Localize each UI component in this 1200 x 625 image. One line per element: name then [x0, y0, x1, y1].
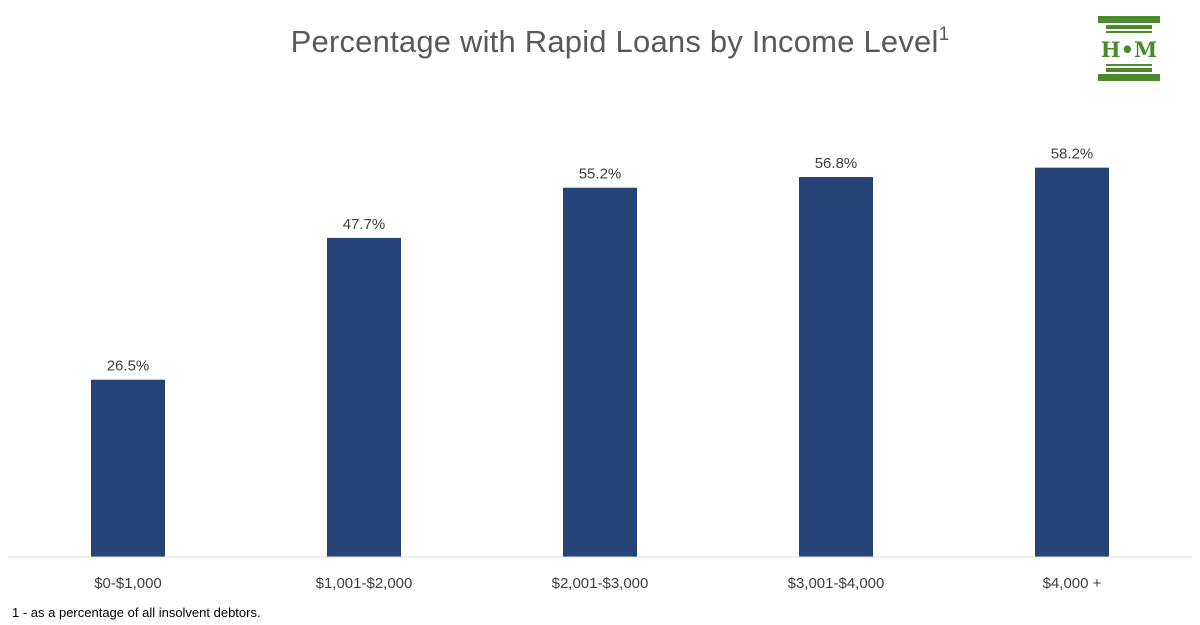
bar-4 [799, 177, 873, 557]
labels-layer: 26.5% $0-$1,000 47.7% $1,001-$2,000 55.2% $2,… [94, 146, 1101, 592]
x-tick-label-5: $4,000 + [1043, 575, 1102, 592]
data-label-1: 26.5% [107, 358, 150, 375]
x-tick-label-2: $1,001-$2,000 [316, 575, 413, 592]
logo-bottom-bar-1 [1106, 68, 1152, 72]
x-tick-label-4: $3,001-$4,000 [788, 575, 885, 592]
hm-logo: H•M [1098, 16, 1160, 81]
x-tick-label-3: $2,001-$3,000 [552, 575, 649, 592]
bars-layer [91, 167, 1109, 557]
bar-2 [327, 237, 401, 557]
data-label-3: 55.2% [579, 166, 622, 183]
chart-title: Percentage with Rapid Loans by Income Le… [0, 24, 1200, 60]
bar-1 [91, 379, 165, 557]
chart-title-superscript: 1 [938, 24, 950, 45]
data-label-4: 56.8% [815, 155, 858, 172]
data-label-5: 58.2% [1051, 146, 1094, 163]
chart-title-text: Percentage with Rapid Loans by Income Le… [290, 24, 939, 59]
logo-top-bar [1098, 16, 1160, 23]
logo-third-bar [1106, 31, 1152, 33]
bar-5 [1035, 167, 1109, 557]
logo-bottom-bar-2 [1098, 74, 1160, 81]
logo-lower-bar [1106, 64, 1152, 66]
bar-3 [563, 187, 637, 557]
x-tick-label-1: $0-$1,000 [94, 575, 162, 592]
logo-text: H•M [1101, 37, 1158, 62]
footnote: 1 - as a percentage of all insolvent deb… [12, 605, 261, 620]
logo-second-bar [1106, 25, 1152, 29]
data-label-2: 47.7% [343, 216, 386, 233]
